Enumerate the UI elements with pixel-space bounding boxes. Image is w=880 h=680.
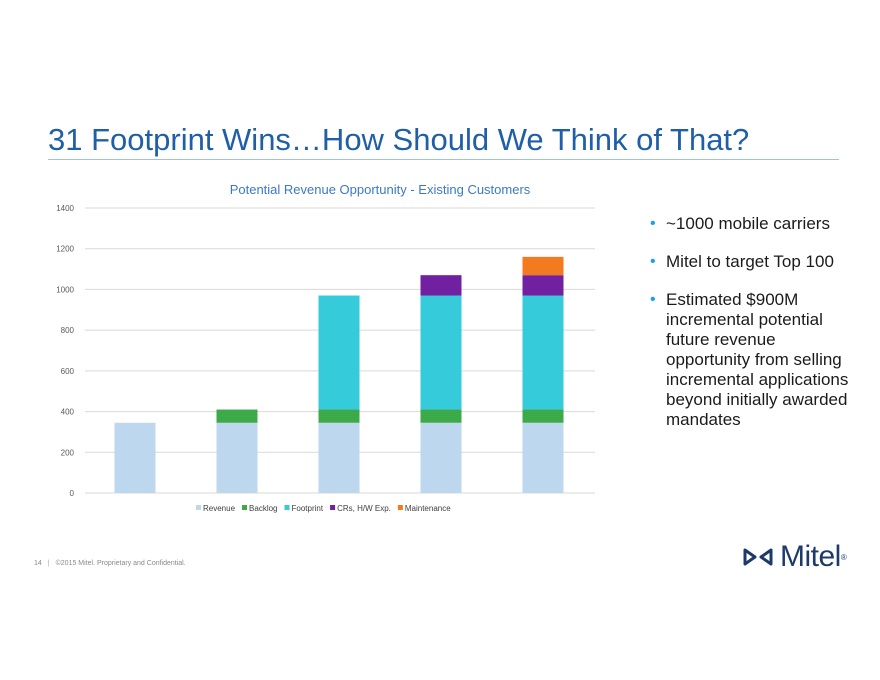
y-tick-label: 1200 — [56, 245, 74, 254]
bullet-item: • Estimated $900M incremental potential f… — [650, 290, 849, 429]
legend-label: Maintenance — [405, 504, 451, 513]
y-tick-label: 800 — [61, 326, 75, 335]
chart-title: Potential Revenue Opportunity - Existing… — [230, 182, 531, 197]
bar-segment — [522, 256, 564, 276]
bar-segment — [522, 409, 564, 423]
legend-swatch — [196, 505, 201, 510]
slide-footer: 14 | ©2015 Mitel. Proprietary and Confiden… — [34, 560, 186, 567]
legend-label: Revenue — [203, 504, 236, 513]
slide-title: 31 Footprint Wins…How Should We Think of… — [48, 122, 750, 157]
mitel-logo: Mitel ® — [742, 540, 847, 574]
bar-segment — [420, 409, 462, 423]
y-tick-label: 1000 — [56, 285, 74, 294]
legend-label: Backlog — [249, 504, 277, 513]
bar-segment — [522, 295, 564, 410]
legend-label: Footprint — [292, 504, 324, 513]
bar-segment — [318, 409, 360, 423]
bar-segment — [420, 295, 462, 410]
bullet-icon: • — [650, 291, 656, 308]
y-tick-label: 200 — [61, 448, 75, 457]
legend-swatch — [330, 505, 336, 510]
bar-segment — [420, 275, 462, 296]
bar-segment — [318, 295, 360, 410]
bullet-icon: • — [650, 253, 656, 270]
legend-swatch — [397, 505, 403, 510]
bar-segment — [216, 422, 258, 493]
legend-label: CRs, H/W Exp. — [337, 504, 391, 513]
bar-segment — [420, 422, 462, 493]
y-tick-label: 1400 — [56, 204, 74, 213]
legend-swatch — [242, 505, 248, 510]
y-tick-label: 600 — [61, 367, 75, 376]
bullet-item: • Mitel to target Top 100 — [650, 252, 834, 271]
bar-segment — [522, 275, 564, 296]
page-number: 14 — [34, 560, 42, 567]
y-tick-label: 0 — [70, 489, 75, 498]
bar-segment — [114, 422, 156, 493]
bullet-icon: • — [650, 215, 656, 232]
bullet-item: • ~1000 mobile carriers — [650, 214, 830, 233]
bar-segment — [216, 409, 258, 423]
bar-segment — [522, 422, 564, 493]
logo-registered-mark: ® — [840, 552, 847, 562]
footer-separator: | — [47, 560, 50, 567]
title-divider — [48, 159, 839, 160]
logo-wordmark: Mitel — [780, 540, 841, 573]
mitel-logo-icon — [743, 548, 773, 566]
bar-segment — [318, 422, 360, 493]
y-tick-label: 400 — [61, 408, 75, 417]
copyright-text: ©2015 Mitel. Proprietary and Confidentia… — [55, 560, 186, 567]
bullet-list: • ~1000 mobile carriers • Mitel to target … — [650, 214, 850, 448]
legend-swatch — [284, 505, 290, 510]
